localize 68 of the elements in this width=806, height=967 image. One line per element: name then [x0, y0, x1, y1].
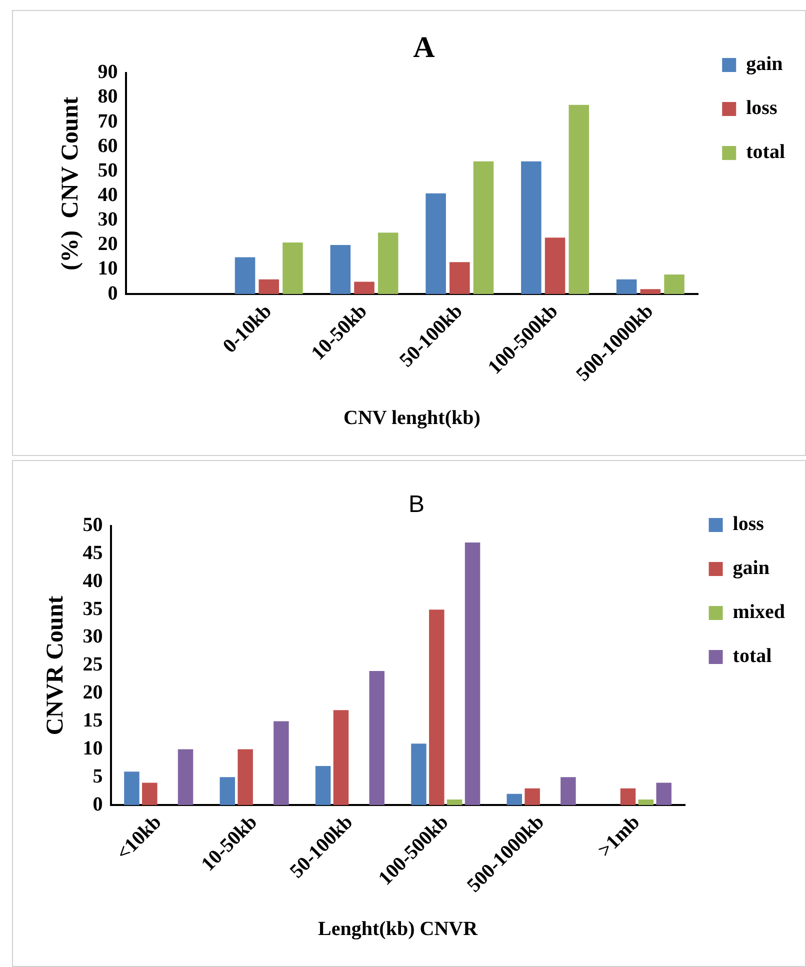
bar: [656, 782, 672, 806]
y-tick-label: 70: [98, 110, 118, 132]
bar: [664, 274, 684, 294]
y-tick-label: 20: [82, 682, 103, 704]
legend-label: gain: [746, 53, 783, 76]
legend-label: total: [746, 141, 786, 164]
bar: [620, 788, 636, 806]
bar: [524, 788, 540, 806]
bar: [282, 242, 303, 294]
y-tick-label: 0: [108, 282, 118, 304]
bar: [640, 289, 661, 294]
bar: [521, 161, 542, 294]
bar: [464, 542, 480, 806]
y-tick-label: 35: [82, 598, 103, 620]
bar: [429, 610, 444, 806]
y-tick-label: 5: [92, 765, 103, 788]
y-tick-label: 40: [98, 184, 118, 206]
bar: [378, 232, 398, 294]
y-tick-label: 10: [98, 258, 118, 280]
bar: [473, 161, 494, 294]
y-tick-label: 15: [82, 709, 103, 732]
bar: [560, 777, 576, 806]
y-tick-label: 30: [82, 626, 103, 648]
bar: [315, 766, 331, 806]
bar: [638, 800, 654, 806]
bar: [450, 262, 470, 294]
bar: [354, 282, 374, 294]
bar: [506, 794, 522, 806]
y-tick-label: 45: [82, 542, 103, 564]
y-tick-label: 50: [98, 159, 118, 182]
x-axis-title: Lenght(kb) CNVR: [318, 918, 478, 940]
y-tick-label: 10: [82, 737, 103, 760]
bar: [426, 193, 446, 294]
bar: [220, 777, 236, 806]
y-tick-label: 90: [98, 61, 118, 84]
legend-label: loss: [746, 97, 778, 120]
chart-title: B: [408, 491, 425, 518]
bar: [616, 279, 637, 294]
x-axis-title: CNV lenght(kb): [344, 407, 480, 430]
y-tick-label: 40: [82, 570, 103, 592]
bar: [544, 238, 566, 294]
y-tick-label: 30: [98, 208, 118, 231]
bar: [568, 104, 590, 294]
y-tick-label: 25: [82, 654, 103, 676]
bar: [142, 782, 158, 806]
y-axis-title: CNVR Count: [42, 596, 69, 736]
bar: [124, 772, 140, 806]
y-tick-label: 50: [82, 514, 103, 536]
y-tick-label: 80: [98, 86, 118, 108]
bar: [369, 671, 384, 806]
bar: [446, 800, 462, 806]
legend-label: total: [732, 645, 772, 668]
legend-label: mixed: [732, 601, 785, 624]
y-tick-label: 20: [98, 233, 118, 256]
bar: [258, 279, 280, 294]
bar: [411, 744, 426, 806]
y-axis-title: (%) CNV Count: [58, 96, 84, 270]
y-tick-label: 60: [98, 134, 118, 157]
bar: [274, 721, 289, 806]
y-tick-label: 0: [92, 793, 103, 816]
legend-label: loss: [732, 513, 764, 536]
bar: [178, 749, 194, 806]
legend-label: gain: [732, 557, 770, 580]
bar: [333, 710, 349, 806]
bar: [234, 257, 256, 294]
chart-title: A: [413, 30, 436, 64]
bar: [238, 749, 253, 806]
bar: [330, 244, 351, 294]
